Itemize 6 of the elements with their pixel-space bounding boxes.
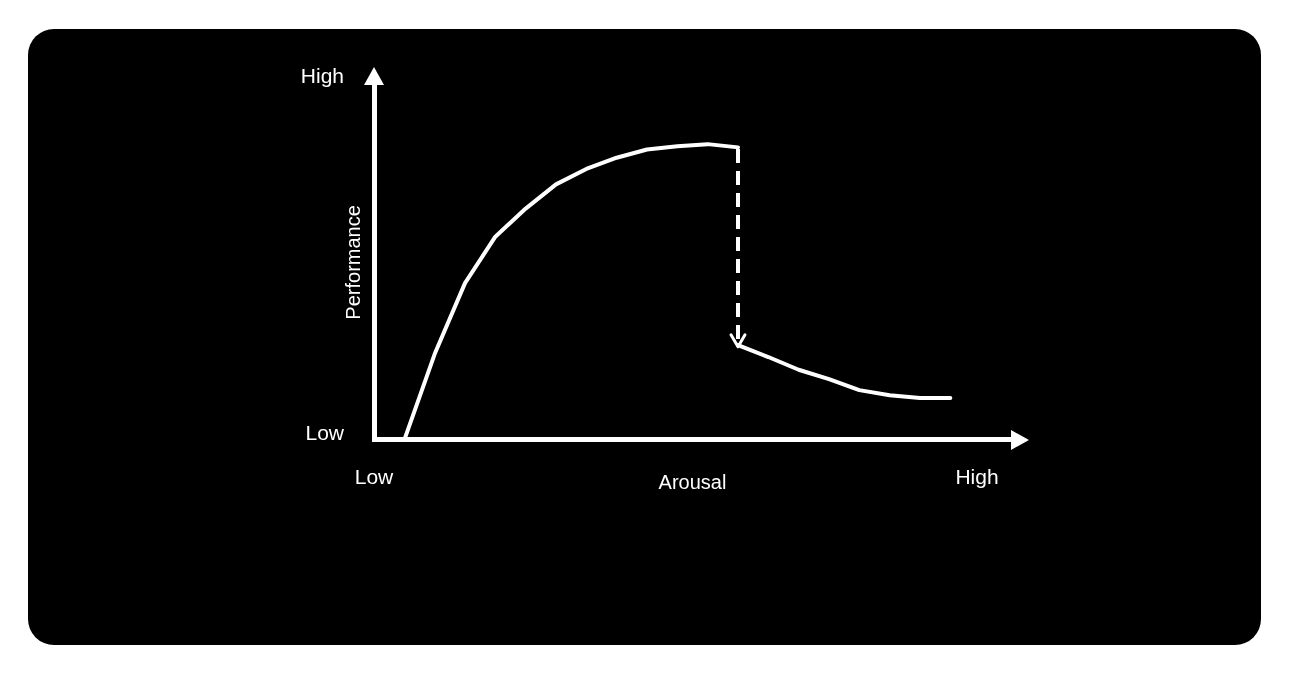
text: Low [354, 464, 395, 488]
text: High [300, 63, 344, 87]
x-axis-title: Arousal [658, 470, 727, 493]
y-axis-title: Performance [341, 205, 364, 320]
text: Low [305, 420, 345, 444]
text: High [955, 464, 999, 488]
